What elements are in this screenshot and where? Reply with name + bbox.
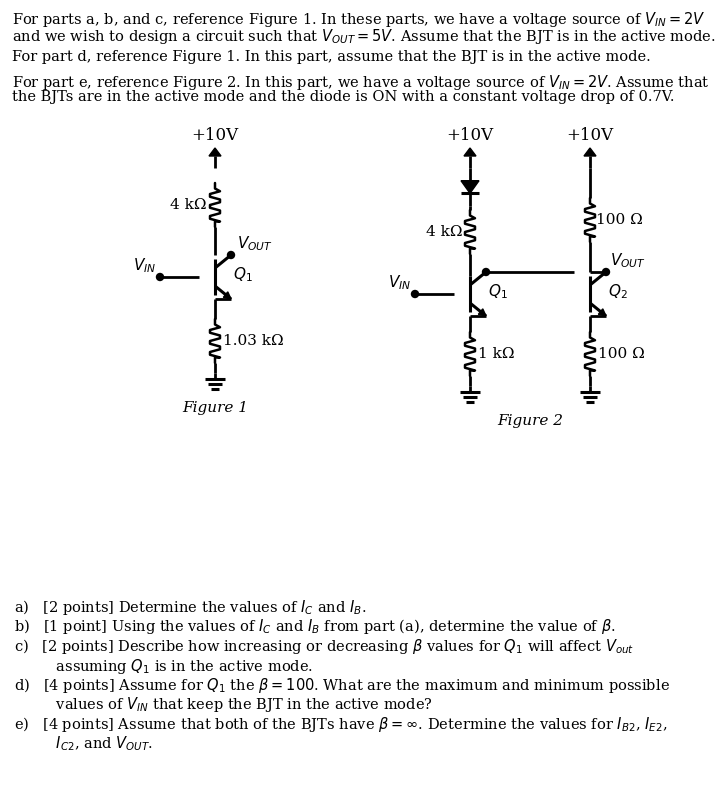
Circle shape xyxy=(156,273,164,280)
Text: b)   [1 point] Using the values of $I_C$ and $I_B$ from part (a), determine the : b) [1 point] Using the values of $I_C$ a… xyxy=(14,618,615,637)
Text: $Q_2$: $Q_2$ xyxy=(608,283,628,301)
Polygon shape xyxy=(598,309,606,316)
Text: d)   [4 points] Assume for $Q_1$ the $\beta = 100$. What are the maximum and min: d) [4 points] Assume for $Q_1$ the $\bet… xyxy=(14,676,670,695)
Text: the BJTs are in the active mode and the diode is ON with a constant voltage drop: the BJTs are in the active mode and the … xyxy=(12,90,675,104)
Circle shape xyxy=(411,291,418,297)
Text: and we wish to design a circuit such that $V_{OUT}=5V$. Assume that the BJT is i: and we wish to design a circuit such tha… xyxy=(12,27,716,46)
Polygon shape xyxy=(209,148,221,156)
Text: Figure 1: Figure 1 xyxy=(182,401,248,415)
Text: 1 kΩ: 1 kΩ xyxy=(478,347,515,361)
Text: For part d, reference Figure 1. In this part, assume that the BJT is in the acti: For part d, reference Figure 1. In this … xyxy=(12,50,651,64)
Text: a)   [2 points] Determine the values of $I_C$ and $I_B$.: a) [2 points] Determine the values of $I… xyxy=(14,598,366,617)
Text: 100 Ω: 100 Ω xyxy=(596,213,643,227)
Text: $V_{OUT}$: $V_{OUT}$ xyxy=(610,252,646,270)
Circle shape xyxy=(482,268,489,276)
Text: $V_{IN}$: $V_{IN}$ xyxy=(388,273,411,292)
Text: $Q_1$: $Q_1$ xyxy=(488,283,508,301)
Text: $Q_1$: $Q_1$ xyxy=(233,266,253,284)
Text: 4 kΩ: 4 kΩ xyxy=(426,225,462,239)
Text: For part e, reference Figure 2. In this part, we have a voltage source of $V_{IN: For part e, reference Figure 2. In this … xyxy=(12,73,710,92)
Text: +10V: +10V xyxy=(447,127,494,144)
Polygon shape xyxy=(464,148,476,156)
Text: $V_{OUT}$: $V_{OUT}$ xyxy=(237,235,273,253)
Text: 4 kΩ: 4 kΩ xyxy=(170,198,207,212)
Text: 100 Ω: 100 Ω xyxy=(598,347,645,361)
Circle shape xyxy=(602,268,610,276)
Text: +10V: +10V xyxy=(191,127,239,144)
Text: +10V: +10V xyxy=(566,127,613,144)
Text: $I_{C2}$, and $V_{OUT}$.: $I_{C2}$, and $V_{OUT}$. xyxy=(14,735,153,753)
Text: values of $V_{IN}$ that keep the BJT in the active mode?: values of $V_{IN}$ that keep the BJT in … xyxy=(14,695,433,714)
Text: 1.03 kΩ: 1.03 kΩ xyxy=(223,334,284,348)
Polygon shape xyxy=(479,309,486,316)
Polygon shape xyxy=(461,181,479,193)
Text: e)   [4 points] Assume that both of the BJTs have $\beta = \infty$. Determine th: e) [4 points] Assume that both of the BJ… xyxy=(14,715,668,734)
Text: $V_{IN}$: $V_{IN}$ xyxy=(132,256,156,275)
Text: c)   [2 points] Describe how increasing or decreasing $\beta$ values for $Q_1$ w: c) [2 points] Describe how increasing or… xyxy=(14,637,634,656)
Text: Figure 2: Figure 2 xyxy=(497,414,563,428)
Circle shape xyxy=(227,252,235,259)
Text: assuming $Q_1$ is in the active mode.: assuming $Q_1$ is in the active mode. xyxy=(14,657,313,675)
Polygon shape xyxy=(584,148,596,156)
Polygon shape xyxy=(224,292,231,299)
Text: For parts a, b, and c, reference Figure 1. In these parts, we have a voltage sou: For parts a, b, and c, reference Figure … xyxy=(12,10,705,29)
